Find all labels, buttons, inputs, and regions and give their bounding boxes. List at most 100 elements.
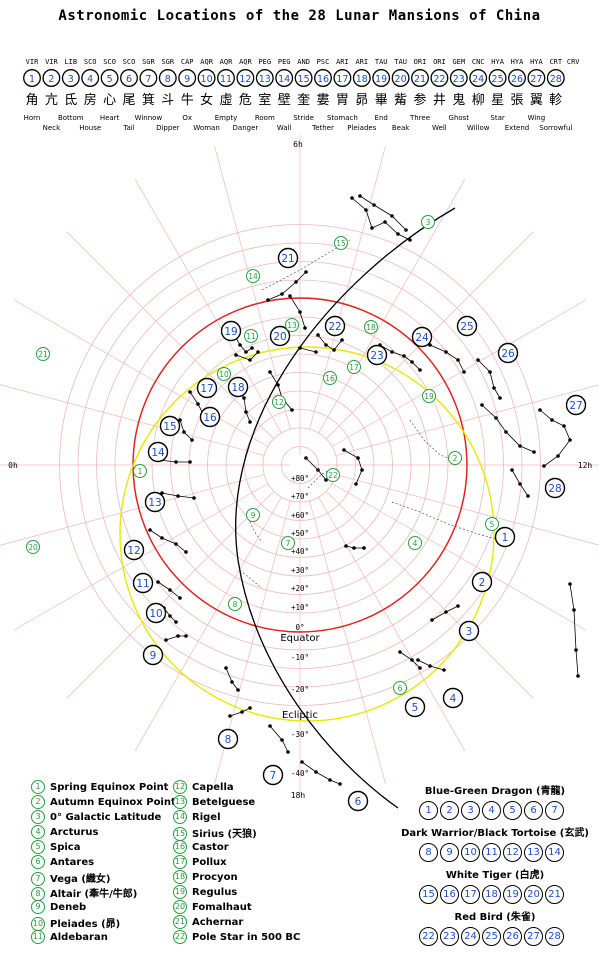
star (240, 710, 244, 714)
legend-text: Betelguese (192, 797, 256, 808)
hour-line (309, 500, 386, 784)
constellation-line (317, 334, 343, 351)
mansion-constellation-abbr: HYA (491, 58, 504, 66)
mansion-english-label: Winnow (135, 114, 163, 122)
mansion-english-label: Danger (233, 124, 259, 132)
mansion-english-label: Three (409, 114, 430, 122)
mansion-constellation-abbr: GEM (452, 58, 465, 66)
star (350, 196, 354, 200)
legend-marker-number: 12 (173, 780, 187, 794)
mansion-chinese-glyph: 参 (413, 92, 426, 108)
mansion-chinese-glyph: 井 (433, 93, 446, 108)
star (266, 298, 270, 302)
hour-line (335, 384, 599, 456)
mansion-chinese-glyph: 鬼 (452, 92, 465, 108)
mansion-english-label: Wing (528, 114, 546, 122)
mansion-english-label: Dipper (156, 124, 180, 132)
declination-label: -40° (291, 769, 309, 778)
map-mansion-number: 17 (200, 383, 213, 395)
star (532, 450, 536, 454)
mansion-number-circle (449, 69, 468, 87)
star (354, 482, 358, 486)
map-reference-marker (408, 536, 422, 550)
group-mansion-number: 26 (503, 927, 522, 946)
map-mansion-circle (269, 325, 291, 347)
mansion-english-label: Tether (311, 124, 334, 132)
star (248, 358, 252, 362)
legend-marker-number: 4 (31, 825, 45, 839)
group-mansion-number: 13 (524, 843, 543, 862)
mansion-constellation-abbr: CRV (567, 58, 580, 66)
constellation-line (179, 419, 193, 441)
group-mansion-number: 18 (482, 885, 501, 904)
mansion-constellation-abbr: CNC (472, 58, 485, 66)
hour-label-0h: 0h (8, 461, 18, 470)
map-mansion-number: 10 (149, 608, 162, 620)
constellation-line (165, 635, 186, 641)
star (498, 396, 502, 400)
mansion-english-label: Stomach (327, 114, 358, 122)
mansion-number: 11 (220, 74, 232, 85)
constellation-line (343, 449, 363, 485)
mansion-english-label: Well (432, 124, 447, 132)
star (444, 610, 448, 614)
declination-label: +60° (291, 511, 309, 520)
map-reference-marker (246, 508, 260, 522)
map-reference-marker (26, 540, 40, 554)
map-reference-marker (326, 468, 340, 482)
mansion-number-circle (411, 69, 429, 87)
star (156, 580, 160, 584)
constellation-line (429, 344, 465, 373)
star (230, 680, 234, 684)
hour-line (14, 299, 269, 447)
map-reference-number: 6 (398, 684, 403, 693)
star (356, 456, 360, 460)
star (370, 226, 374, 230)
mansion-number-circle (217, 69, 235, 87)
mansion-chinese-glyph: 箕 (142, 92, 155, 108)
galactic-plane (235, 207, 456, 809)
dashed-connector (409, 419, 455, 461)
mansion-number-circle (120, 69, 138, 87)
star (398, 650, 402, 654)
map-reference-number: 19 (424, 392, 434, 401)
map-reference-marker (347, 360, 361, 374)
group-title: White Tiger (白虎) (445, 870, 545, 881)
legend-marker-number: 21 (173, 915, 187, 929)
mansion-english-label: Horn (24, 114, 41, 122)
map-mansion-circle (159, 415, 181, 437)
star (268, 370, 272, 374)
star (244, 350, 248, 354)
mansion-constellation-abbr: AQR (239, 58, 252, 66)
map-mansion-circle (565, 394, 587, 416)
mansion-constellation-abbr: SGR (161, 58, 174, 66)
star (324, 478, 328, 482)
mansion-number-circle (488, 69, 507, 87)
map-mansion-circle (145, 602, 167, 624)
map-mansion-circle (220, 320, 242, 342)
mansion-number-circle (42, 69, 61, 87)
mansion-number: 10 (201, 74, 213, 85)
mansion-english-label: Star (490, 114, 504, 122)
hour-line (331, 483, 586, 631)
legend-item: 11 Aldebaran (31, 930, 108, 944)
mansion-number: 9 (184, 74, 190, 85)
legend-item: 3 0° Galactic Latitude (31, 810, 161, 824)
star (228, 714, 232, 718)
mansion-number: 16 (317, 74, 329, 85)
star (492, 386, 496, 390)
mansion-chinese-glyph: 室 (258, 92, 271, 108)
group-mansion-number: 16 (440, 885, 459, 904)
mansion-number: 6 (126, 74, 132, 85)
mansion-chinese-glyph: 婁 (316, 93, 329, 108)
legend-marker-number: 13 (173, 795, 187, 809)
star (160, 536, 164, 540)
constellation-line (351, 197, 411, 241)
star (224, 666, 228, 670)
map-mansion-circle (458, 620, 480, 642)
star (542, 464, 546, 468)
map-reference-marker (36, 347, 50, 361)
star (164, 638, 168, 642)
star (416, 658, 420, 662)
star (562, 424, 566, 428)
